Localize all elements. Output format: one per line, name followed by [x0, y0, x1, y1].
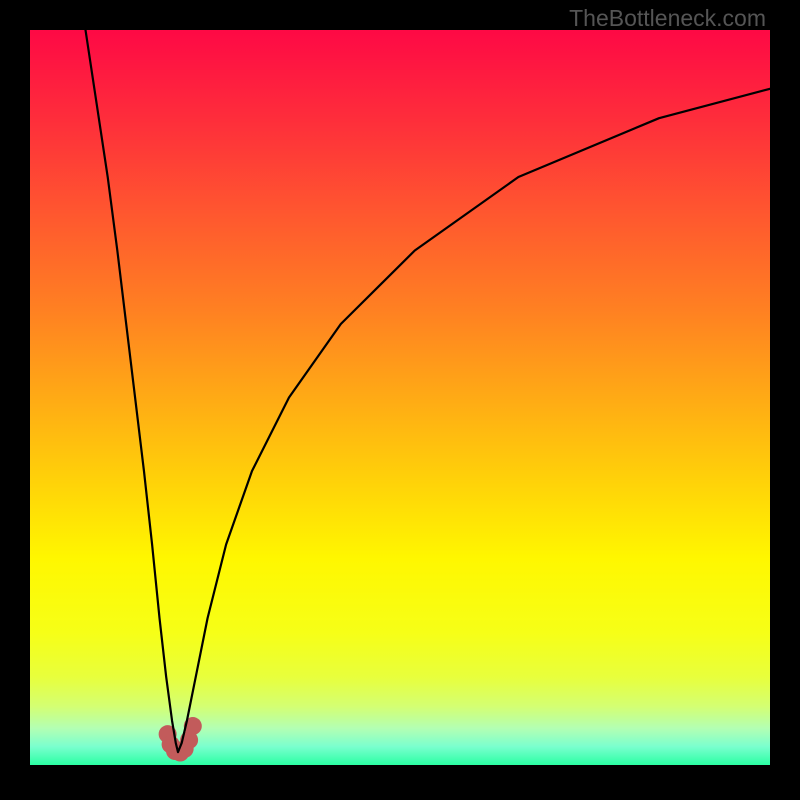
watermark-text: TheBottleneck.com [569, 5, 766, 32]
curve-layer [30, 30, 770, 765]
plot-area [30, 30, 770, 765]
chart-frame: TheBottleneck.com [0, 0, 800, 800]
markers-group [159, 717, 202, 761]
bottleneck-curve [86, 30, 771, 752]
